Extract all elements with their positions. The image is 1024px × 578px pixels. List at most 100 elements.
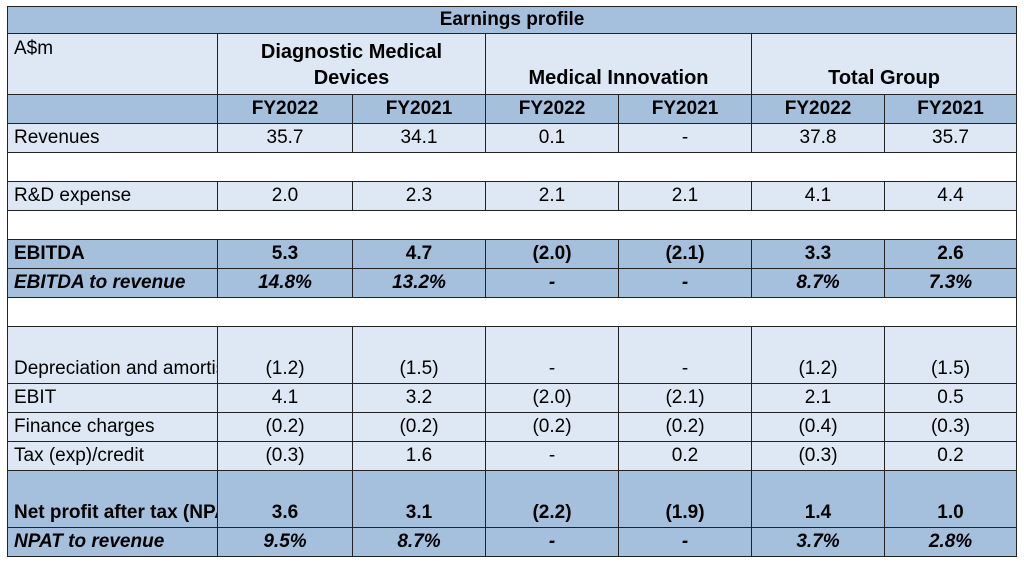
cell-value: (1.2): [217, 326, 353, 384]
table-title: Earnings profile: [6, 6, 1018, 34]
table-row-tax: Tax (exp)/credit (0.3) 1.6 - 0.2 (0.3) 0…: [7, 441, 1018, 471]
row-label: EBITDA to revenue: [7, 268, 218, 298]
cell-value: -: [485, 441, 619, 471]
cell-value: 0.1: [485, 123, 619, 153]
cell-value: (0.3): [217, 441, 353, 471]
cell-value: 35.7: [217, 123, 353, 153]
table-row-npat-to-revenue: NPAT to revenue 9.5% 8.7% - - 3.7% 2.8%: [7, 527, 1018, 557]
cell-value: 8.7%: [352, 527, 486, 557]
row-label: Tax (exp)/credit: [7, 441, 218, 471]
year-header: FY2021: [352, 94, 486, 124]
cell-value: (2.0): [485, 383, 619, 413]
segment-header-row: A$m Diagnostic Medical Devices Medical I…: [7, 33, 1018, 95]
table-row-ebitda: EBITDA 5.3 4.7 (2.0) (2.1) 3.3 2.6: [7, 239, 1018, 269]
cell-value: (1.5): [883, 326, 1018, 384]
cell-value: 34.1: [352, 123, 486, 153]
cell-value: 0.5: [883, 383, 1018, 413]
spacer-row: [6, 210, 1018, 240]
cell-value: 4.1: [751, 181, 885, 211]
cell-value: 4.1: [217, 383, 353, 413]
cell-value: (2.1): [618, 239, 752, 269]
cell-value: 9.5%: [217, 527, 353, 557]
cell-value: (2.0): [485, 239, 619, 269]
earnings-profile-table: Earnings profile A$m Diagnostic Medical …: [6, 6, 1018, 557]
cell-value: -: [618, 527, 752, 557]
table-title-row: Earnings profile: [6, 6, 1018, 34]
cell-value: 0.2: [618, 441, 752, 471]
year-header-row: FY2022 FY2021 FY2022 FY2021 FY2022 FY202…: [7, 94, 1018, 124]
cell-value: -: [618, 326, 752, 384]
cell-value: 2.1: [751, 383, 885, 413]
spacer-cell: [6, 210, 1018, 240]
table-row-revenues: Revenues 35.7 34.1 0.1 - 37.8 35.7: [7, 123, 1018, 153]
row-label: R&D expense: [7, 181, 218, 211]
table-row-rd-expense: R&D expense 2.0 2.3 2.1 2.1 4.1 4.4: [7, 181, 1018, 211]
table-row-ebit: EBIT 4.1 3.2 (2.0) (2.1) 2.1 0.5: [7, 383, 1018, 413]
cell-value: 3.7%: [751, 527, 885, 557]
row-label: EBIT: [7, 383, 218, 413]
cell-value: 2.8%: [883, 527, 1018, 557]
cell-value: -: [618, 123, 752, 153]
table-row-ebitda-to-revenue: EBITDA to revenue 14.8% 13.2% - - 8.7% 7…: [7, 268, 1018, 298]
year-header: FY2022: [217, 94, 353, 124]
year-header-blank: [7, 94, 218, 124]
segment-header-innovation: Medical Innovation: [485, 33, 752, 95]
cell-value: 2.3: [352, 181, 486, 211]
table-row-depreciation: Depreciation and amortisation (1.2) (1.5…: [7, 326, 1018, 384]
cell-value: -: [485, 326, 619, 384]
row-label: Finance charges: [7, 412, 218, 442]
row-label: Revenues: [7, 123, 218, 153]
table-row-npat: Net profit after tax (NPAT) 3.6 3.1 (2.2…: [7, 470, 1018, 528]
cell-value: -: [618, 268, 752, 298]
cell-value: (0.2): [618, 412, 752, 442]
cell-value: (1.5): [352, 326, 486, 384]
cell-value: 2.0: [217, 181, 353, 211]
cell-value: 1.4: [751, 470, 885, 528]
spacer-row: [6, 152, 1018, 182]
year-header: FY2021: [883, 94, 1018, 124]
cell-value: 4.4: [883, 181, 1018, 211]
cell-value: (2.1): [618, 383, 752, 413]
cell-value: 2.1: [485, 181, 619, 211]
spacer-cell: [6, 297, 1018, 327]
cell-value: -: [485, 527, 619, 557]
cell-value: 1.0: [883, 470, 1018, 528]
row-label: EBITDA: [7, 239, 218, 269]
cell-value: 2.6: [883, 239, 1018, 269]
cell-value: 5.3: [217, 239, 353, 269]
cell-value: (0.4): [751, 412, 885, 442]
cell-value: 3.1: [352, 470, 486, 528]
cell-value: (0.3): [883, 412, 1018, 442]
year-header: FY2021: [618, 94, 752, 124]
cell-value: (0.2): [217, 412, 353, 442]
cell-value: 13.2%: [352, 268, 486, 298]
cell-value: (1.9): [618, 470, 752, 528]
spacer-row: [6, 297, 1018, 327]
cell-value: -: [485, 268, 619, 298]
cell-value: (2.2): [485, 470, 619, 528]
table-row-finance-charges: Finance charges (0.2) (0.2) (0.2) (0.2) …: [7, 412, 1018, 442]
cell-value: 0.2: [883, 441, 1018, 471]
row-label: Net profit after tax (NPAT): [7, 470, 218, 528]
segment-header-diagnostic: Diagnostic Medical Devices: [217, 33, 486, 95]
unit-label: A$m: [7, 33, 218, 95]
cell-value: (0.2): [485, 412, 619, 442]
cell-value: 14.8%: [217, 268, 353, 298]
cell-value: (1.2): [751, 326, 885, 384]
cell-value: 8.7%: [751, 268, 885, 298]
cell-value: (0.3): [751, 441, 885, 471]
cell-value: 3.6: [217, 470, 353, 528]
row-label: Depreciation and amortisation: [7, 326, 218, 384]
cell-value: 35.7: [883, 123, 1018, 153]
segment-header-total: Total Group: [750, 33, 1018, 95]
row-label: NPAT to revenue: [7, 527, 218, 557]
spacer-cell: [6, 152, 1018, 182]
cell-value: 3.3: [751, 239, 885, 269]
cell-value: 7.3%: [883, 268, 1018, 298]
cell-value: 37.8: [751, 123, 885, 153]
cell-value: 4.7: [352, 239, 486, 269]
year-header: FY2022: [751, 94, 885, 124]
cell-value: (0.2): [352, 412, 486, 442]
cell-value: 1.6: [352, 441, 486, 471]
cell-value: 2.1: [618, 181, 752, 211]
